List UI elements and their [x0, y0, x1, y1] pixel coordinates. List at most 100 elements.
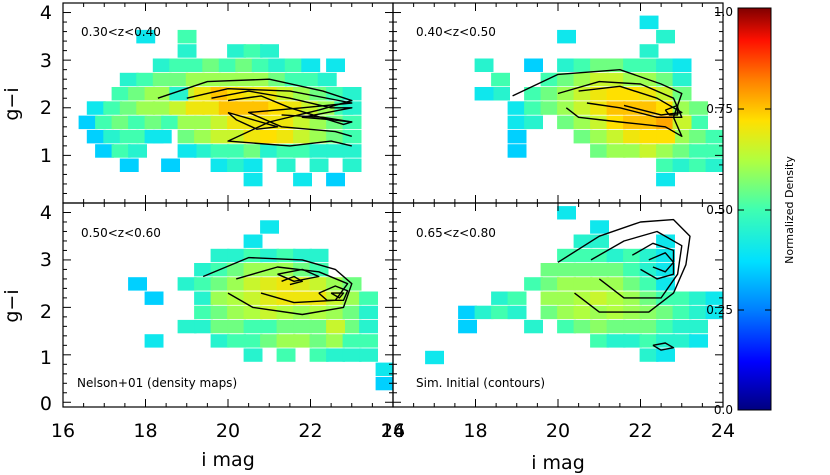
density-cell	[210, 305, 230, 320]
contours-panel-3	[557, 218, 691, 351]
density-cell	[524, 319, 543, 334]
density-cell	[284, 72, 304, 87]
density-cell	[202, 72, 222, 87]
density-cell	[152, 101, 172, 115]
y-tick-label-top-1: 1	[40, 145, 52, 167]
density-cell	[606, 263, 626, 277]
density-cell	[557, 29, 576, 44]
density-cell	[540, 101, 560, 115]
density-cell	[185, 101, 205, 115]
density-cell	[540, 87, 560, 101]
density-cell	[119, 72, 139, 87]
density-cell	[227, 115, 246, 130]
density-cell	[227, 248, 246, 263]
panel-title-0: 0.30<z<0.40	[81, 25, 161, 39]
density-cell	[260, 319, 279, 334]
density-cell	[210, 319, 230, 334]
density-cell	[326, 58, 345, 72]
density-cell	[623, 129, 642, 144]
colorbar-tick-0: 0.0	[714, 403, 733, 417]
density-cell	[276, 319, 296, 334]
density-cell	[524, 58, 543, 72]
density-cell	[293, 248, 312, 263]
contour-line	[186, 87, 353, 137]
density-cell	[639, 129, 659, 144]
density-cell	[656, 58, 675, 72]
density-cell	[326, 172, 345, 187]
density-cell	[342, 144, 362, 158]
density-cell	[689, 115, 708, 130]
density-cell	[639, 248, 659, 263]
density-cell	[590, 234, 609, 248]
density-cell	[276, 248, 296, 263]
density-cell	[458, 319, 477, 334]
x-tick-label-left-24: 24	[381, 420, 405, 442]
density-cell	[342, 348, 362, 362]
density-cell	[672, 144, 692, 158]
x-tick-label-left-16: 16	[51, 420, 75, 442]
density-cell	[689, 291, 708, 305]
density-cell	[507, 129, 527, 144]
density-cell	[317, 72, 337, 87]
density-cell	[474, 58, 494, 72]
x-tick-labels: 16 18 20 22 24 16 18 20 22 24	[51, 420, 735, 442]
colorbar-gradient	[737, 7, 772, 411]
density-cell	[260, 248, 279, 263]
density-cell	[128, 115, 147, 130]
density-cell	[210, 277, 230, 291]
density-cell	[672, 334, 692, 348]
density-cell	[606, 319, 626, 334]
density-cell	[152, 58, 172, 72]
contour-layer	[157, 68, 691, 351]
density-cell	[656, 234, 675, 248]
density-cell	[194, 129, 213, 144]
density-cell	[243, 144, 263, 158]
density-cell	[268, 72, 288, 87]
x-tick-label-right-20: 20	[546, 420, 570, 442]
colorbar-label: Normalized Density	[783, 156, 796, 264]
density-cell	[235, 101, 255, 115]
density-cell	[573, 277, 593, 291]
contours-panel-0	[157, 78, 353, 147]
panel-title-3: 0.65<z<0.80	[416, 226, 496, 240]
density-cell	[639, 15, 659, 30]
density-cells-panel-1	[474, 15, 723, 187]
density-cell	[507, 101, 527, 115]
x-tick-label-left-18: 18	[133, 420, 157, 442]
density-cells-panel-3	[425, 206, 723, 365]
density-cell	[251, 101, 271, 115]
density-cell	[243, 277, 263, 291]
density-cell	[326, 319, 345, 334]
density-cell	[243, 248, 263, 263]
density-cell	[260, 44, 279, 58]
density-cell	[260, 277, 279, 291]
density-cell	[639, 144, 659, 158]
density-cell	[95, 115, 114, 130]
density-cell	[218, 58, 238, 72]
density-cell	[144, 115, 164, 130]
density-cell	[326, 334, 345, 348]
density-cell	[243, 291, 263, 305]
density-cell	[227, 334, 246, 348]
y-axis-label-bottom: g−i	[1, 289, 23, 322]
density-cell	[491, 305, 510, 320]
density-cell	[639, 334, 659, 348]
density-cell	[590, 291, 609, 305]
density-cell	[293, 115, 312, 130]
density-cell	[202, 101, 222, 115]
density-cell	[210, 158, 230, 172]
density-cell	[705, 144, 723, 158]
density-cell	[243, 158, 263, 172]
density-cell	[491, 72, 510, 87]
density-cell	[375, 376, 393, 391]
contour-line	[236, 266, 349, 304]
density-cell	[573, 319, 593, 334]
density-cell	[639, 263, 659, 277]
density-cell	[227, 277, 246, 291]
density-cell	[309, 144, 329, 158]
density-cell	[152, 72, 172, 87]
density-cell	[656, 101, 675, 115]
density-cell	[194, 319, 213, 334]
density-cell	[474, 305, 494, 320]
density-cell	[590, 263, 609, 277]
